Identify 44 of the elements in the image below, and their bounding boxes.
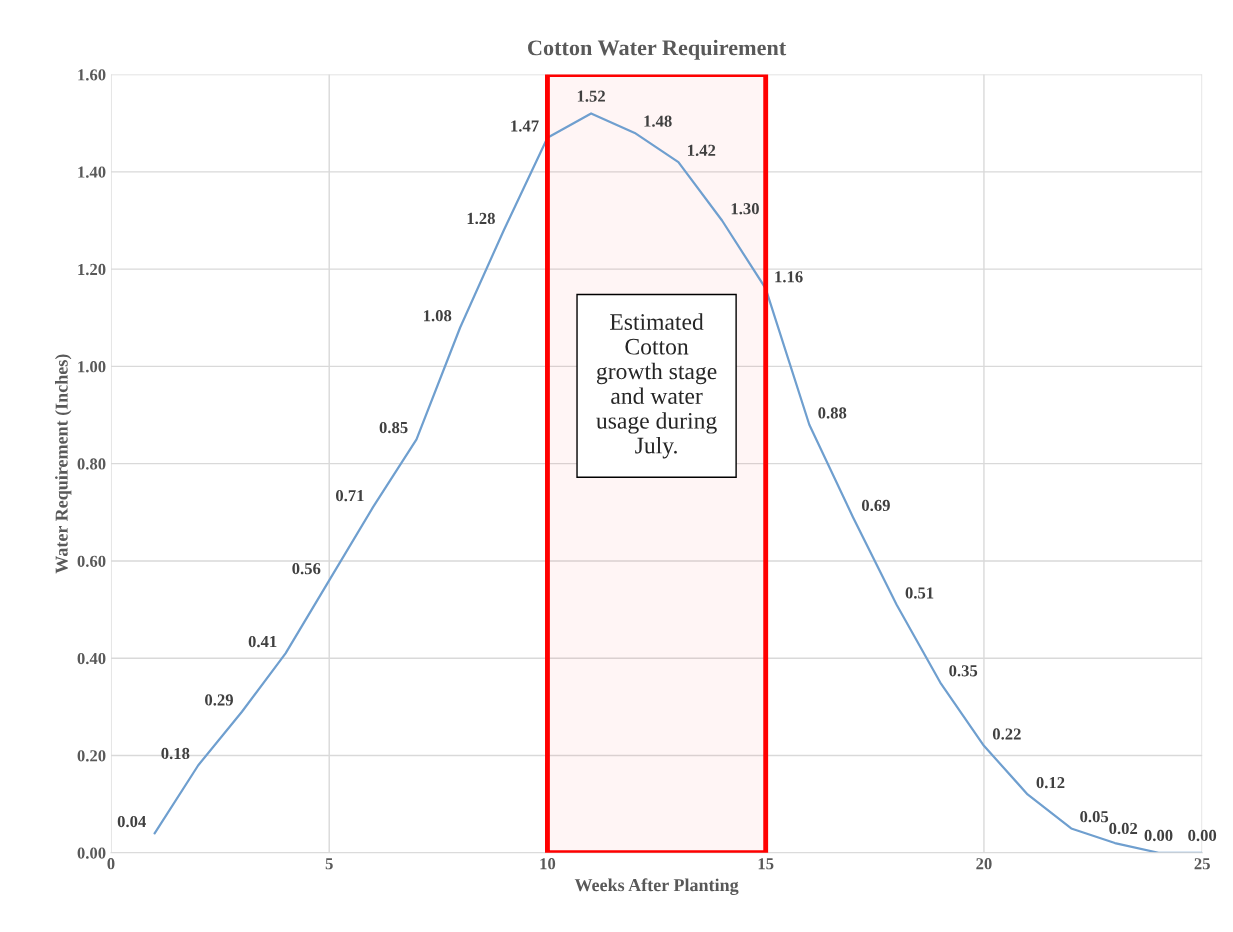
y-tick-label: 1.00: [78, 361, 106, 373]
text: 0.00: [1144, 829, 1173, 842]
text: 0.71: [335, 490, 364, 502]
y-tick-label: 1.40: [78, 166, 106, 178]
chart-title: Cotton Water Requirement: [528, 39, 787, 60]
y-tick-label: 0.40: [77, 652, 106, 665]
x-tick-label: 10: [540, 858, 556, 870]
text: 1.30: [731, 203, 759, 215]
text: 0.05: [1080, 811, 1109, 823]
text: 1.48: [644, 115, 672, 127]
text: 0.04: [117, 815, 146, 828]
band-label: Estimated Cotton growth stage and water usage during July.: [596, 313, 717, 459]
x-tick-label: 0: [107, 858, 115, 870]
y-tick-label: 1.20: [78, 263, 106, 276]
text: 1.28: [467, 212, 495, 225]
x-tick-label: 15: [758, 858, 774, 870]
text: 0.22: [992, 728, 1021, 740]
y-axis-title: Water Requirement (Inches): [55, 354, 72, 574]
text: 0.35: [949, 665, 978, 677]
text: 0.29: [205, 694, 233, 706]
text: 0.18: [161, 747, 190, 760]
text: 1.08: [423, 310, 452, 322]
text: 0.69: [861, 499, 890, 512]
x-tick-label: 5: [325, 858, 333, 870]
y-tick-label: 0.00: [77, 847, 106, 859]
text: 0.56: [292, 562, 321, 575]
text: 1.42: [688, 144, 716, 157]
x-axis-title: Weeks After Planting: [574, 878, 739, 896]
x-tick-label: 25: [1194, 858, 1210, 870]
text: 0.00: [1188, 829, 1217, 842]
text: 0.51: [905, 587, 934, 599]
text: 0.85: [379, 421, 408, 434]
text: 1.16: [775, 271, 803, 283]
text: 0.02: [1109, 822, 1138, 835]
y-tick-label: 0.60: [77, 555, 106, 567]
y-tick-label: 0.20: [77, 750, 106, 762]
text: 1.47: [511, 120, 539, 132]
y-tick-label: 1.60: [78, 69, 106, 81]
text: 0.88: [818, 407, 847, 419]
y-tick-label: 0.80: [77, 458, 106, 470]
x-tick-label: 20: [976, 858, 992, 870]
text: 1.52: [577, 90, 605, 102]
text: 0.41: [248, 635, 277, 648]
text: 0.12: [1036, 777, 1065, 789]
